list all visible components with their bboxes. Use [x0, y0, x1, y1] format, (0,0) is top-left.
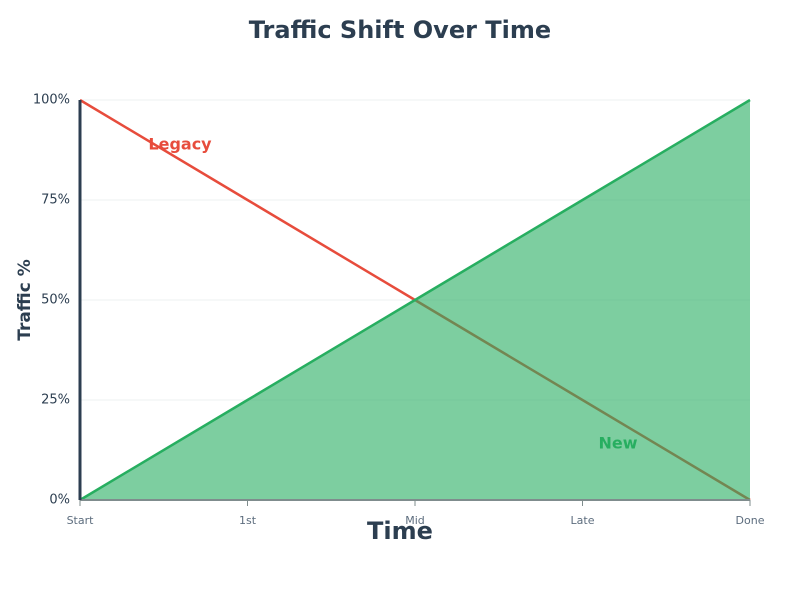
x-tick-label: Late — [571, 514, 595, 527]
x-tick-label: Done — [736, 514, 765, 527]
x-tick-label: Mid — [405, 514, 425, 527]
y-tick-label: 50% — [41, 293, 70, 308]
chart-title: Traffic Shift Over Time — [249, 16, 551, 44]
y-tick-label: 75% — [41, 193, 70, 208]
series-label: New — [598, 434, 637, 453]
x-axis-title: Time — [367, 517, 433, 545]
y-tick-label: 0% — [49, 493, 70, 508]
y-tick-label: 100% — [33, 93, 70, 108]
x-tick-label: 1st — [239, 514, 257, 527]
series-label: Legacy — [148, 135, 212, 154]
x-tick-label: Start — [67, 514, 95, 527]
y-axis-title: Traffic % — [15, 259, 35, 341]
y-tick-label: 25% — [41, 393, 70, 408]
line — [79, 98, 751, 502]
